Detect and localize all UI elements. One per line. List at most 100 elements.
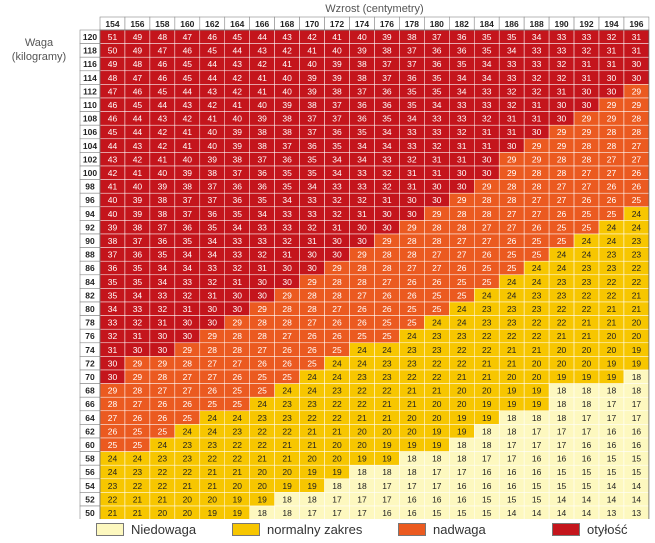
bmi-value-label: 16 bbox=[532, 467, 542, 477]
bmi-value-label: 47 bbox=[108, 86, 118, 96]
bmi-value-label: 28 bbox=[457, 209, 467, 219]
bmi-value-label: 33 bbox=[357, 168, 367, 178]
bmi-value-label: 28 bbox=[582, 141, 592, 151]
bmi-value-label: 27 bbox=[607, 154, 617, 164]
bmi-value-label: 30 bbox=[482, 168, 492, 178]
bmi-value-label: 28 bbox=[332, 290, 342, 300]
bmi-value-label: 35 bbox=[457, 59, 467, 69]
bmi-value-label: 33 bbox=[457, 100, 467, 110]
bmi-value-label: 24 bbox=[257, 399, 267, 409]
bmi-value-label: 20 bbox=[507, 372, 517, 382]
bmi-value-label: 30 bbox=[208, 304, 218, 314]
row-header-label: 52 bbox=[85, 494, 95, 504]
bmi-value-label: 30 bbox=[357, 236, 367, 246]
y-axis-title: Waga (kilogramy) bbox=[0, 36, 78, 64]
bmi-value-label: 38 bbox=[158, 195, 168, 205]
bmi-value-label: 28 bbox=[482, 209, 492, 219]
bmi-value-label: 18 bbox=[582, 386, 592, 396]
bmi-value-label: 27 bbox=[532, 195, 542, 205]
bmi-value-label: 30 bbox=[232, 304, 242, 314]
bmi-value-label: 22 bbox=[557, 304, 567, 314]
bmi-value-label: 17 bbox=[582, 413, 592, 423]
bmi-value-label: 22 bbox=[357, 399, 367, 409]
bmi-value-label: 27 bbox=[407, 263, 417, 273]
bmi-value-label: 22 bbox=[183, 467, 193, 477]
bmi-value-label: 21 bbox=[158, 494, 168, 504]
bmi-value-label: 45 bbox=[232, 32, 242, 42]
bmi-value-label: 24 bbox=[282, 386, 292, 396]
bmi-value-label: 35 bbox=[133, 277, 143, 287]
bmi-value-label: 40 bbox=[257, 100, 267, 110]
bmi-value-label: 43 bbox=[158, 114, 168, 124]
bmi-value-label: 21 bbox=[607, 304, 617, 314]
row-header-label: 104 bbox=[83, 141, 97, 151]
bmi-value-label: 23 bbox=[382, 358, 392, 368]
bmi-value-label: 33 bbox=[183, 277, 193, 287]
bmi-value-label: 34 bbox=[532, 32, 542, 42]
bmi-value-label: 32 bbox=[557, 59, 567, 69]
bmi-value-label: 26 bbox=[133, 413, 143, 423]
bmi-value-label: 16 bbox=[582, 440, 592, 450]
bmi-value-label: 45 bbox=[158, 86, 168, 96]
bmi-value-label: 44 bbox=[183, 86, 193, 96]
bmi-value-label: 28 bbox=[133, 386, 143, 396]
bmi-value-label: 27 bbox=[158, 386, 168, 396]
bmi-value-label: 18 bbox=[382, 467, 392, 477]
bmi-value-label: 21 bbox=[557, 331, 567, 341]
bmi-value-label: 30 bbox=[158, 345, 168, 355]
bmi-value-label: 32 bbox=[357, 195, 367, 205]
bmi-value-label: 34 bbox=[183, 263, 193, 273]
bmi-value-label: 23 bbox=[557, 290, 567, 300]
bmi-value-label: 14 bbox=[532, 508, 542, 518]
legend-swatch bbox=[232, 523, 260, 536]
bmi-value-label: 20 bbox=[282, 467, 292, 477]
bmi-value-label: 23 bbox=[357, 372, 367, 382]
row-header-label: 102 bbox=[83, 154, 97, 164]
bmi-value-label: 15 bbox=[532, 494, 542, 504]
bmi-value-label: 33 bbox=[532, 59, 542, 69]
bmi-value-label: 40 bbox=[332, 46, 342, 56]
bmi-value-label: 14 bbox=[557, 508, 567, 518]
bmi-value-label: 14 bbox=[582, 508, 592, 518]
bmi-value-label: 33 bbox=[307, 195, 317, 205]
bmi-value-label: 22 bbox=[108, 494, 118, 504]
row-header-label: 86 bbox=[85, 263, 95, 273]
bmi-value-label: 34 bbox=[382, 141, 392, 151]
bmi-value-label: 23 bbox=[158, 454, 168, 464]
bmi-value-label: 25 bbox=[133, 426, 143, 436]
bmi-value-label: 22 bbox=[432, 358, 442, 368]
bmi-value-label: 30 bbox=[257, 290, 267, 300]
row-header-label: 60 bbox=[85, 440, 95, 450]
bmi-value-label: 40 bbox=[282, 86, 292, 96]
bmi-value-label: 31 bbox=[307, 236, 317, 246]
bmi-value-label: 23 bbox=[482, 304, 492, 314]
bmi-value-label: 39 bbox=[282, 100, 292, 110]
bmi-value-label: 40 bbox=[183, 154, 193, 164]
bmi-value-label: 31 bbox=[257, 263, 267, 273]
row-header-label: 74 bbox=[85, 345, 95, 355]
bmi-value-label: 35 bbox=[307, 154, 317, 164]
bmi-value-label: 17 bbox=[382, 481, 392, 491]
bmi-value-label: 47 bbox=[133, 73, 143, 83]
bmi-value-label: 27 bbox=[457, 250, 467, 260]
bmi-value-label: 27 bbox=[582, 168, 592, 178]
bmi-value-label: 17 bbox=[557, 440, 567, 450]
bmi-value-label: 31 bbox=[357, 209, 367, 219]
bmi-value-label: 33 bbox=[108, 318, 118, 328]
bmi-value-label: 37 bbox=[208, 195, 218, 205]
bmi-value-label: 19 bbox=[507, 386, 517, 396]
bmi-value-label: 35 bbox=[482, 32, 492, 42]
bmi-value-label: 21 bbox=[232, 467, 242, 477]
bmi-value-label: 23 bbox=[482, 318, 492, 328]
bmi-value-label: 29 bbox=[507, 168, 517, 178]
bmi-value-label: 31 bbox=[432, 168, 442, 178]
bmi-value-label: 24 bbox=[557, 250, 567, 260]
bmi-value-label: 20 bbox=[158, 508, 168, 518]
bmi-value-label: 27 bbox=[133, 399, 143, 409]
bmi-value-label: 19 bbox=[557, 372, 567, 382]
bmi-value-label: 26 bbox=[357, 304, 367, 314]
bmi-value-label: 36 bbox=[457, 46, 467, 56]
bmi-value-label: 22 bbox=[507, 331, 517, 341]
bmi-value-label: 43 bbox=[232, 59, 242, 69]
bmi-value-label: 40 bbox=[357, 32, 367, 42]
